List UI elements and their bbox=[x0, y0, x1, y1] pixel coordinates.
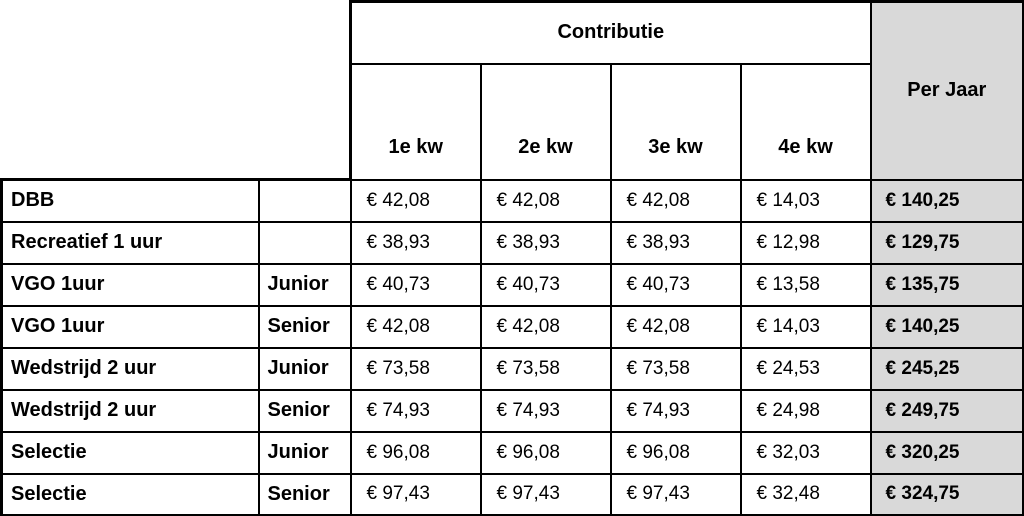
table-row: DBB € 42,08 € 42,08 € 42,08 € 14,03 € 14… bbox=[0, 178, 1024, 223]
row-label: DBB bbox=[0, 178, 260, 223]
quarter-value: € 14,03 bbox=[739, 178, 872, 223]
row-category: Senior bbox=[257, 388, 352, 433]
quarter-value: € 96,08 bbox=[609, 430, 742, 475]
row-category bbox=[257, 178, 352, 223]
quarter-value: € 40,73 bbox=[349, 262, 482, 307]
quarter-value: € 32,03 bbox=[739, 430, 872, 475]
quarter-value: € 12,98 bbox=[739, 220, 872, 265]
row-label: VGO 1uur bbox=[0, 304, 260, 349]
quarter-value: € 40,73 bbox=[609, 262, 742, 307]
row-category: Junior bbox=[257, 430, 352, 475]
quarter-value: € 24,98 bbox=[739, 388, 872, 433]
quarter-value: € 42,08 bbox=[349, 304, 482, 349]
table-row: Selectie Junior € 96,08 € 96,08 € 96,08 … bbox=[0, 430, 1024, 475]
quarter-value: € 73,58 bbox=[349, 346, 482, 391]
quarter-value: € 74,93 bbox=[349, 388, 482, 433]
table-row: Wedstrijd 2 uur Senior € 74,93 € 74,93 €… bbox=[0, 388, 1024, 433]
quarter-value: € 42,08 bbox=[349, 178, 482, 223]
quarter-value: € 38,93 bbox=[479, 220, 612, 265]
per-jaar-value: € 324,75 bbox=[869, 472, 1024, 516]
quarter-value: € 40,73 bbox=[479, 262, 612, 307]
quarter-value: € 38,93 bbox=[609, 220, 742, 265]
row-label: Wedstrijd 2 uur bbox=[0, 346, 260, 391]
empty-corner-region bbox=[1, 1, 351, 180]
quarter-value: € 96,08 bbox=[349, 430, 482, 475]
row-category bbox=[257, 220, 352, 265]
quarter-value: € 32,48 bbox=[739, 472, 872, 516]
quarter-value: € 96,08 bbox=[479, 430, 612, 475]
quarter-value: € 74,93 bbox=[609, 388, 742, 433]
quarter-header-2e-kw: 2e kw bbox=[479, 62, 612, 181]
contributie-header: Contributie bbox=[348, 0, 872, 65]
quarter-header-4e-kw: 4e kw bbox=[739, 62, 872, 181]
row-category: Junior bbox=[257, 346, 352, 391]
table-row: VGO 1uur Junior € 40,73 € 40,73 € 40,73 … bbox=[0, 262, 1024, 307]
quarter-value: € 42,08 bbox=[479, 304, 612, 349]
quarter-header-1e-kw: 1e kw bbox=[349, 62, 482, 181]
quarter-value: € 42,08 bbox=[609, 178, 742, 223]
quarter-value: € 74,93 bbox=[479, 388, 612, 433]
per-jaar-value: € 135,75 bbox=[869, 262, 1024, 307]
row-label: Wedstrijd 2 uur bbox=[0, 388, 260, 433]
quarter-value: € 14,03 bbox=[739, 304, 872, 349]
quarter-value: € 42,08 bbox=[609, 304, 742, 349]
quarter-value: € 13,58 bbox=[739, 262, 872, 307]
per-jaar-value: € 320,25 bbox=[869, 430, 1024, 475]
quarter-value: € 97,43 bbox=[349, 472, 482, 516]
quarter-value: € 24,53 bbox=[739, 346, 872, 391]
quarter-header-3e-kw: 3e kw bbox=[609, 62, 742, 181]
table-row: Wedstrijd 2 uur Junior € 73,58 € 73,58 €… bbox=[0, 346, 1024, 391]
row-category: Senior bbox=[257, 304, 352, 349]
table-row: Selectie Senior € 97,43 € 97,43 € 97,43 … bbox=[0, 472, 1024, 516]
quarter-value: € 73,58 bbox=[609, 346, 742, 391]
table-row: Recreatief 1 uur € 38,93 € 38,93 € 38,93… bbox=[0, 220, 1024, 265]
row-category: Junior bbox=[257, 262, 352, 307]
quarter-value: € 73,58 bbox=[479, 346, 612, 391]
per-jaar-value: € 140,25 bbox=[869, 304, 1024, 349]
per-jaar-header: Per Jaar bbox=[869, 0, 1024, 181]
quarter-value: € 97,43 bbox=[609, 472, 742, 516]
row-label: Selectie bbox=[0, 430, 260, 475]
per-jaar-value: € 245,25 bbox=[869, 346, 1024, 391]
per-jaar-value: € 129,75 bbox=[869, 220, 1024, 265]
row-category: Senior bbox=[257, 472, 352, 516]
per-jaar-value: € 249,75 bbox=[869, 388, 1024, 433]
row-label: Selectie bbox=[0, 472, 260, 516]
per-jaar-value: € 140,25 bbox=[869, 178, 1024, 223]
table-row: VGO 1uur Senior € 42,08 € 42,08 € 42,08 … bbox=[0, 304, 1024, 349]
row-label: Recreatief 1 uur bbox=[0, 220, 260, 265]
quarter-value: € 38,93 bbox=[349, 220, 482, 265]
row-label: VGO 1uur bbox=[0, 262, 260, 307]
quarter-value: € 97,43 bbox=[479, 472, 612, 516]
quarter-value: € 42,08 bbox=[479, 178, 612, 223]
